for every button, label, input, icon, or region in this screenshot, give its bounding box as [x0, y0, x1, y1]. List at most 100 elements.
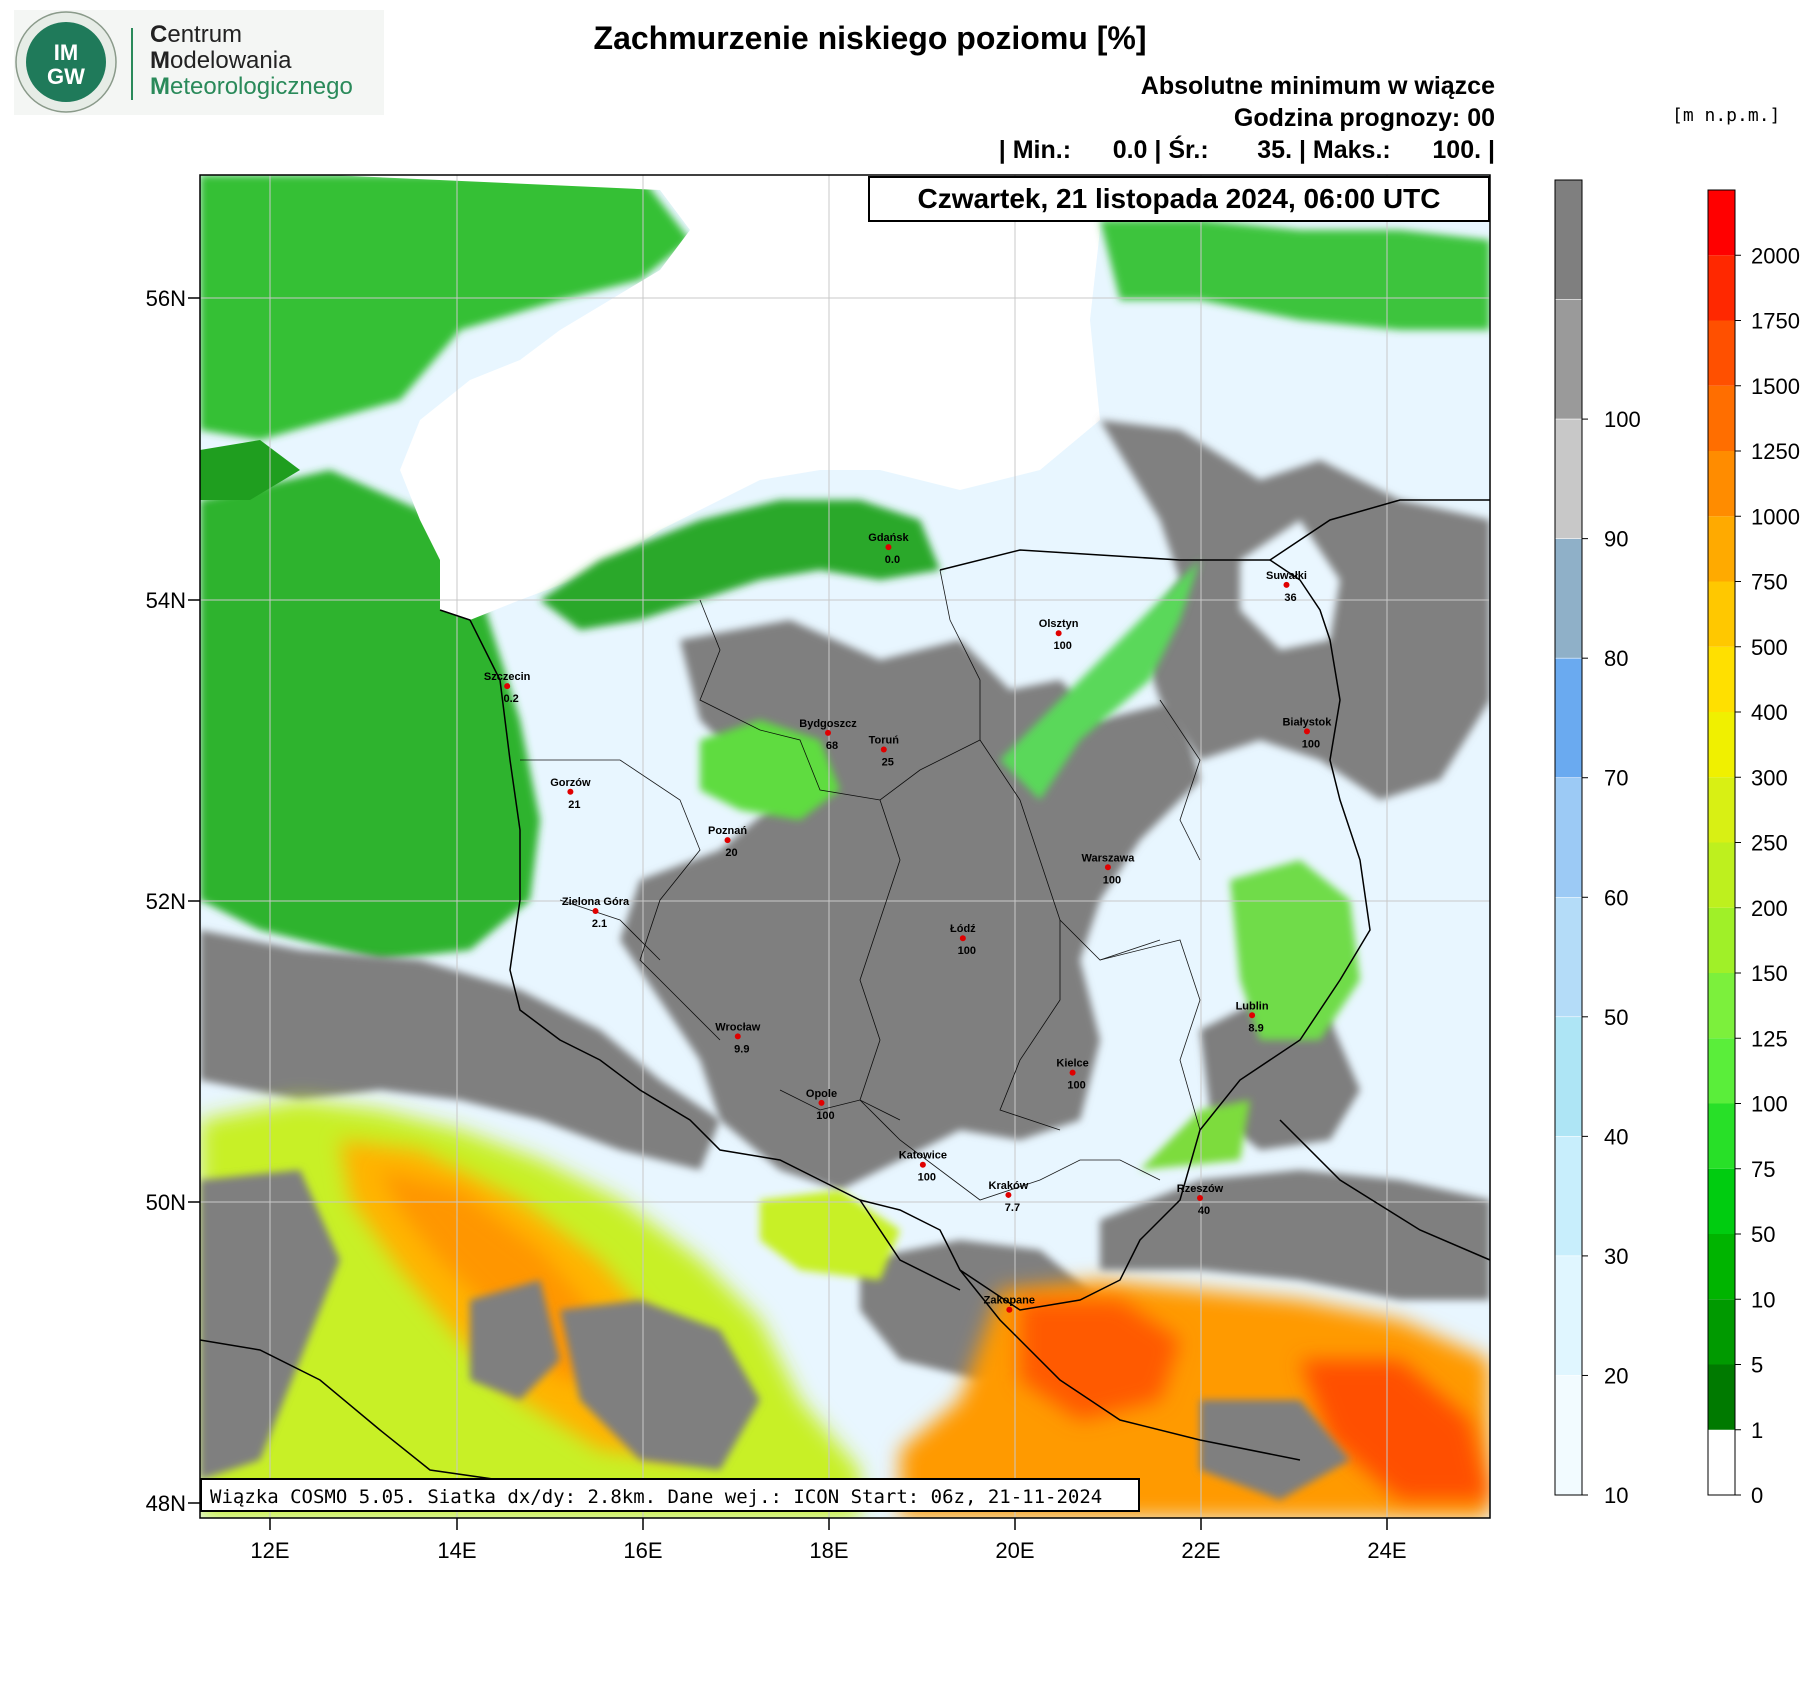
city-dot [1104, 864, 1111, 871]
terrain-legend-label: 2000 [1751, 243, 1800, 268]
cloud-legend-label: 60 [1604, 885, 1628, 910]
terrain-legend-swatch [1708, 385, 1735, 451]
city-dot [724, 837, 731, 844]
terrain-legend-label: 1250 [1751, 439, 1800, 464]
graticule [200, 175, 1490, 1518]
valid-date-box: Czwartek, 21 listopada 2024, 06:00 UTC [868, 176, 1490, 222]
terrain-legend-label: 125 [1751, 1026, 1788, 1051]
city-dot [1249, 1012, 1256, 1019]
terrain-legend-label: 200 [1751, 896, 1788, 921]
city-value: 21 [568, 799, 580, 811]
terrain-legend-swatch [1708, 255, 1735, 321]
cloud-legend-label: 50 [1604, 1005, 1628, 1030]
city-dot [1005, 1191, 1012, 1198]
city-value: 100 [1103, 874, 1121, 886]
terrain-legend-swatch [1708, 1103, 1735, 1169]
terrain-legend-swatch [1708, 777, 1735, 843]
city-dot [1055, 630, 1062, 637]
logo-line3-initial: M [150, 73, 170, 100]
terrain-legend-swatch [1708, 581, 1735, 647]
logo-line3: eteorologicznego [170, 73, 353, 100]
terrain-legend-swatch [1708, 1364, 1735, 1430]
lat-label: 48N [146, 1491, 186, 1516]
city-marker: Bydgoszcz 68 [799, 718, 857, 752]
city-marker: Lublin 8.9 [1236, 1000, 1269, 1034]
terrain-legend-label: 750 [1751, 570, 1788, 595]
terrain-legend-swatch [1708, 842, 1735, 908]
city-value: 20 [725, 847, 737, 859]
city-marker: Opole 100 [806, 1088, 837, 1122]
terrain-legend-label: 75 [1751, 1157, 1775, 1182]
terrain-height-legend: 0 1 5 10 50 75 100 125 150 200 250 300 400 500 750 1000… [1707, 189, 1800, 1508]
city-marker: Gorzów 21 [550, 777, 591, 811]
city-name: Zielona Góra [562, 896, 630, 908]
city-value: 36 [1284, 592, 1296, 604]
city-name: Wrocław [715, 1021, 760, 1033]
city-value: 68 [826, 740, 838, 752]
city-dot [567, 788, 574, 795]
cloud-legend-swatch [1554, 538, 1583, 659]
lon-label: 24E [1367, 1538, 1406, 1563]
logo-line1: entrum [167, 21, 243, 48]
terrain-legend-label: 50 [1751, 1222, 1775, 1247]
cloud-legend-label: 100 [1604, 407, 1641, 432]
voivodeship-borders [520, 569, 1201, 1201]
city-value: 0.2 [504, 693, 519, 705]
city-marker: Białystok 100 [1282, 716, 1332, 750]
city-dot [959, 935, 966, 942]
model-info-box: Wiązka COSMO 5.05. Siatka dx/dy: 2.8km. … [200, 1478, 1140, 1512]
city-value: 100 [816, 1110, 834, 1122]
logo-wordmark: Centrum Modelowania Meteorologicznego [150, 22, 353, 100]
terrain-legend-label: 250 [1751, 831, 1788, 856]
logo-badge-bottom: GW [47, 64, 85, 89]
logo-line1-initial: C [150, 21, 168, 48]
city-name: Suwałki [1266, 570, 1307, 582]
cloud-legend-label: 20 [1604, 1363, 1628, 1388]
city-marker: Katowice 100 [899, 1150, 947, 1184]
logo-line2-initial: M [150, 47, 170, 74]
terrain-legend-label: 300 [1751, 765, 1788, 790]
city-marker: Kraków 7.7 [989, 1180, 1029, 1214]
city-value: 100 [958, 945, 976, 957]
cloud-legend-swatch [1554, 1255, 1583, 1376]
city-value: 8.9 [1248, 1022, 1263, 1034]
terrain-legend-swatch [1708, 516, 1735, 582]
city-name: Katowice [899, 1150, 947, 1162]
city-marker: Szczecin 0.2 [484, 671, 531, 705]
cloud-legend-frame [1554, 179, 1583, 1496]
lon-label: 12E [250, 1538, 289, 1563]
terrain-legend-label: 1750 [1751, 309, 1800, 334]
city-markers: Gdańsk 0.0 Suwałki 36 Olsztyn 100 Szczecin 0.2 B… [484, 532, 1332, 1313]
city-marker: Rzeszów 40 [1177, 1183, 1224, 1217]
terrain-legend-label: 150 [1751, 961, 1788, 986]
stats-line: | Min.: 0.0 | Śr.: 35. | Maks.: 100. | [998, 136, 1495, 164]
cloud-legend-swatch [1554, 1136, 1583, 1257]
city-dot [504, 683, 511, 690]
terrain-legend-swatch [1708, 1234, 1735, 1300]
city-marker: Warszawa 100 [1082, 852, 1136, 886]
terrain-unit-label: [m n.p.m.] [1672, 105, 1781, 126]
map-title: Zachmurzenie niskiego poziomu [%] [593, 20, 1147, 56]
terrain-legend-label: 10 [1751, 1287, 1775, 1312]
lon-label: 18E [809, 1538, 848, 1563]
city-name: Szczecin [484, 671, 531, 683]
cloud-legend-swatch [1554, 179, 1583, 300]
city-marker: Wrocław 9.9 [715, 1021, 760, 1055]
terrain-legend-swatch [1708, 1299, 1735, 1365]
city-name: Toruń [869, 734, 900, 746]
city-marker: Toruń 25 [869, 734, 900, 768]
city-name: Łódź [950, 923, 976, 935]
city-marker: Kielce 100 [1056, 1058, 1088, 1092]
axis-ticks [188, 297, 1388, 1530]
city-value: 100 [1067, 1080, 1085, 1092]
city-name: Lublin [1236, 1000, 1269, 1012]
terrain-legend-swatch [1708, 1168, 1735, 1234]
city-name: Gdańsk [868, 532, 909, 544]
cloud-legend-label: 40 [1604, 1124, 1628, 1149]
cloud-legend-swatch [1554, 299, 1583, 420]
map-frame [199, 174, 1491, 1519]
city-name: Poznań [708, 825, 747, 837]
terrain-legend-swatch [1708, 1429, 1735, 1495]
terrain-legend-swatch [1708, 712, 1735, 778]
city-dot [818, 1099, 825, 1106]
